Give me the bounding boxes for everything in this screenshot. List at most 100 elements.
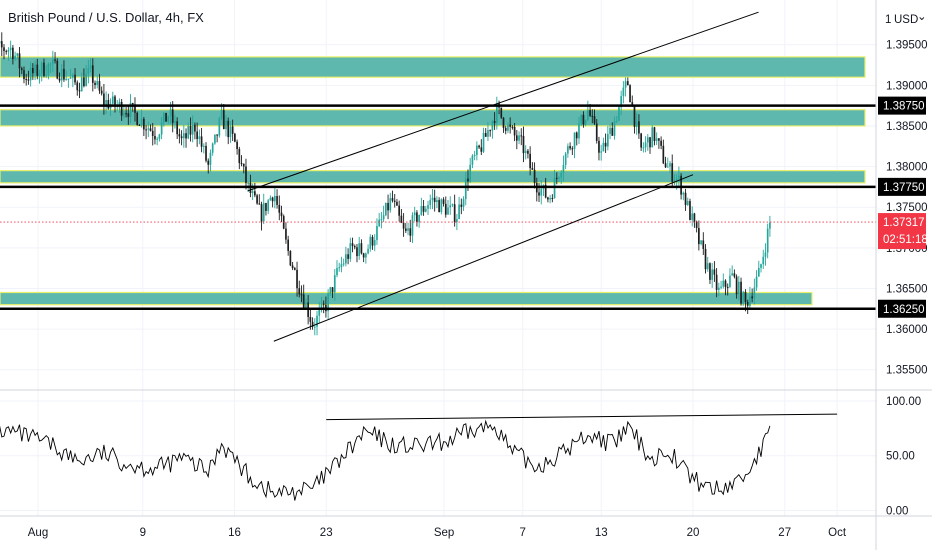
axis-settings-digit: 1 [885, 14, 891, 26]
candle-body [564, 153, 567, 165]
candle-body [391, 198, 394, 201]
candle-body [733, 273, 736, 277]
price-axis[interactable]: 1.355001.360001.365001.370001.375001.380… [886, 40, 928, 377]
candle-body [71, 74, 74, 78]
candle-body [151, 130, 154, 136]
candle-body [515, 135, 518, 141]
time-tick-label: 23 [320, 527, 333, 539]
candle-body [114, 96, 116, 107]
candle-body [653, 127, 656, 142]
rsi-line [0, 419, 771, 501]
candle-body [644, 142, 647, 148]
candle-body [404, 228, 407, 231]
candle-body [27, 79, 30, 81]
candle-body [384, 202, 387, 216]
candle-body [202, 145, 205, 147]
candle-body [655, 138, 658, 142]
candle-body [18, 53, 21, 69]
candle-body [242, 163, 245, 167]
candle-body [154, 135, 156, 140]
candle-body [609, 127, 611, 134]
candle-body [169, 109, 172, 117]
candle-body [247, 182, 250, 184]
time-axis[interactable]: Aug 9 16 23 Sep 7 13 20 27 Oct [28, 527, 847, 539]
candle-body [598, 140, 600, 153]
candle-body [205, 145, 207, 161]
candle-body [558, 177, 560, 179]
candle-body [216, 134, 218, 136]
candle-body [751, 296, 753, 299]
candle-body [103, 93, 105, 106]
candle-body [480, 147, 483, 152]
candle-body [642, 147, 645, 149]
channel-trendline[interactable] [273, 174, 694, 342]
candle-body [762, 256, 765, 265]
candle-body [684, 192, 687, 205]
candle-body [513, 126, 516, 136]
candle-body [240, 163, 243, 165]
candle-body [624, 81, 627, 88]
candle-body [0, 41, 3, 48]
candle-body [749, 296, 751, 306]
candle-body [265, 203, 267, 211]
candle-body [729, 275, 731, 287]
supply-demand-zones [0, 56, 866, 306]
candle-body [591, 115, 594, 117]
candle-body [198, 136, 201, 140]
candle-body [32, 68, 34, 74]
candle-body [120, 101, 123, 116]
candle-body [735, 276, 738, 295]
candle-body [371, 236, 374, 246]
candle-body [753, 287, 756, 299]
candle-body [296, 269, 298, 289]
grid [0, 0, 876, 516]
candle-body [16, 53, 19, 56]
candle-body [182, 133, 185, 139]
zone-rect [0, 56, 866, 78]
symbol-title[interactable]: British Pound / U.S. Dollar, 4h, FX [8, 10, 204, 25]
candle-body [20, 68, 23, 71]
level-badge-label: 1.38750 [883, 101, 925, 113]
level-badge [878, 96, 926, 115]
candle-body [420, 206, 423, 215]
candle-body [484, 133, 487, 137]
current-price-label: 1.37317 [883, 217, 925, 229]
candle-body [660, 140, 662, 146]
candle-body [402, 222, 405, 229]
candle-body [682, 192, 685, 195]
candle-body [174, 121, 176, 123]
candle-body [285, 228, 287, 240]
currency-chevron-icon[interactable]: ⌄ [917, 11, 927, 23]
candle-body [94, 82, 96, 85]
candle-body [136, 112, 139, 125]
candle-body [309, 317, 312, 322]
price-tick-label: 1.38000 [886, 162, 928, 174]
price-badges: 1.38750 1.37750 1.36250 1.37317 02:51:18 [878, 96, 928, 318]
channel-trendline[interactable] [247, 11, 759, 192]
candle-body [29, 68, 32, 81]
candle-body [96, 81, 99, 85]
candle-body [460, 204, 463, 207]
candle-body [467, 178, 469, 182]
price-tick-label: 1.38500 [886, 121, 928, 133]
candle-body [85, 73, 87, 87]
time-tick-label: 16 [228, 527, 241, 539]
rsi-axis[interactable]: 100.00 50.00 0.00 [886, 396, 921, 518]
currency-label[interactable]: USD [894, 14, 918, 26]
candle-body [300, 294, 303, 296]
candle-body [626, 81, 629, 86]
candle-body [7, 50, 10, 52]
candle-body [393, 200, 396, 202]
candle-body [398, 205, 401, 216]
candle-body [491, 121, 494, 131]
rsi-trendline[interactable] [326, 413, 838, 421]
candle-body [207, 160, 210, 165]
candle-body [358, 243, 361, 257]
candle-body [458, 204, 460, 220]
candle-body [764, 252, 767, 257]
candle-body [431, 197, 434, 200]
candle-body [367, 248, 369, 254]
candle-body [123, 113, 125, 116]
candle-body [698, 228, 700, 245]
